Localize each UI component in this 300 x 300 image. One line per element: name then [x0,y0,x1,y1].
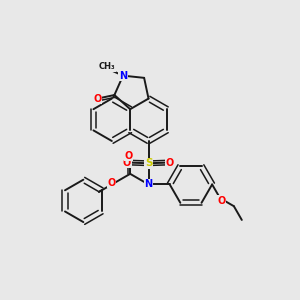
Text: O: O [93,94,101,103]
Text: O: O [123,158,131,168]
Text: S: S [145,158,152,168]
Text: N: N [119,70,127,81]
Text: N: N [145,179,153,190]
Text: O: O [218,196,226,206]
Text: O: O [166,158,174,168]
Text: O: O [107,178,116,188]
Text: O: O [124,151,133,161]
Text: CH₃: CH₃ [99,62,116,71]
